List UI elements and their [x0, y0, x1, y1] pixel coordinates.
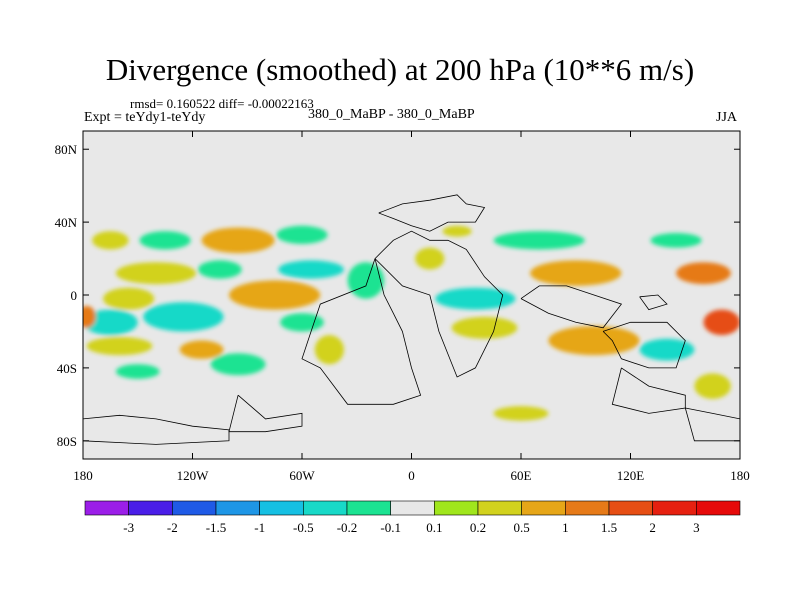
- colorbar-box-10: [521, 500, 566, 516]
- x-tick-label: 60W: [289, 468, 315, 483]
- anomaly-18: [347, 262, 385, 299]
- coastline-4: [602, 321, 686, 369]
- plot-background: [83, 131, 740, 459]
- colorbar-labels: -3 -2 -1.5 -1 -0.5 -0.2 -0.1 0.1 0.2 0.5 1 1.5 2 3: [123, 520, 699, 535]
- y-axis-labels: 80N 40N 0 40S 80S: [55, 142, 78, 449]
- anomaly-11: [280, 313, 324, 332]
- colorbar-label: 2: [649, 520, 656, 535]
- x-tick-label: 180: [730, 468, 750, 483]
- coastline-9: [684, 407, 740, 442]
- colorbar-label: -2: [167, 520, 178, 535]
- y-tick-label: 40N: [55, 215, 78, 230]
- x-tick-label: 120W: [177, 468, 210, 483]
- anomaly-20: [442, 225, 472, 237]
- colorbar-label: 0.1: [426, 520, 442, 535]
- anomaly-4: [115, 262, 197, 285]
- anomaly-21: [435, 287, 516, 310]
- colorbar-box-2: [172, 500, 217, 516]
- colorbar-label: -1.5: [206, 520, 227, 535]
- anomaly-30: [703, 309, 740, 336]
- anomaly-14: [179, 340, 224, 359]
- colorbar-label: 0.2: [470, 520, 486, 535]
- anomaly-7: [103, 287, 155, 310]
- anomaly-22: [451, 316, 518, 339]
- anomaly-12: [83, 305, 96, 328]
- colorbar-box-5: [303, 500, 348, 516]
- colorbar-label: -1: [254, 520, 265, 535]
- experiment-label: Expt = teYdy1-teYdy: [84, 110, 206, 125]
- anomaly-2: [201, 227, 275, 254]
- anomaly-29: [639, 338, 695, 361]
- colorbar-label: 0.5: [514, 520, 530, 535]
- anomaly-5: [197, 260, 242, 279]
- anomaly-17: [314, 335, 344, 365]
- season-label: JJA: [716, 110, 738, 125]
- rmsd-value: rmsd= 0.160522: [130, 96, 216, 111]
- anomaly-9: [83, 309, 138, 336]
- colorbar-box-12: [608, 500, 653, 516]
- colorbar-box-1: [128, 500, 173, 516]
- colorbar-label: 3: [693, 520, 700, 535]
- y-tick-label: 80S: [57, 434, 77, 449]
- y-tick-label: 40S: [57, 361, 77, 376]
- anomaly-19: [415, 247, 445, 270]
- anomaly-10: [143, 302, 224, 332]
- anomaly-27: [676, 262, 731, 285]
- colorbar-box-13: [652, 500, 697, 516]
- colorbar-label: 1: [562, 520, 569, 535]
- coastline-1: [378, 194, 486, 232]
- diff-value: diff= -0.00022163: [218, 96, 314, 111]
- coastline-3: [520, 285, 623, 329]
- colorbar-box-7: [390, 500, 435, 516]
- colorbar-label: -0.1: [380, 520, 401, 535]
- colorbar-box-14: [696, 500, 741, 516]
- colorbar-box-3: [215, 500, 260, 516]
- anomaly-3: [276, 225, 328, 244]
- x-tick-label: 120E: [617, 468, 645, 483]
- chart-title: Divergence (smoothed) at 200 hPa (10**6 …: [105, 52, 695, 87]
- x-tick-label: 180: [73, 468, 93, 483]
- anomaly-26: [650, 233, 702, 248]
- x-tick-label: 0: [408, 468, 415, 483]
- y-tick-label: 0: [71, 288, 78, 303]
- colorbar-box-4: [259, 500, 304, 516]
- anomaly-23: [493, 406, 549, 421]
- axis-ticks: [82, 131, 741, 459]
- colorbar: [84, 500, 741, 516]
- coastline-6: [639, 294, 668, 311]
- coastline-2: [374, 230, 504, 378]
- anomaly-28: [548, 325, 640, 356]
- colorbar-box-8: [434, 500, 479, 516]
- colorbar-label: 1.5: [601, 520, 617, 535]
- anomaly-1: [139, 231, 191, 250]
- coastline-layer: [83, 194, 740, 445]
- colorbar-box-11: [565, 500, 610, 516]
- anomaly-layer: [83, 225, 740, 421]
- stats-line: rmsd= 0.160522 diff= -0.00022163: [130, 96, 314, 112]
- anomaly-24: [493, 231, 585, 250]
- x-tick-label: 60E: [511, 468, 532, 483]
- anomaly-25: [530, 260, 622, 286]
- anomaly-6: [278, 260, 344, 279]
- colorbar-box-9: [477, 500, 522, 516]
- y-tick-label: 80N: [55, 142, 78, 157]
- anomaly-8: [229, 280, 321, 310]
- colorbar-label: -0.2: [337, 520, 358, 535]
- coastline-0: [301, 258, 422, 405]
- anomaly-31: [694, 373, 731, 399]
- colorbar-label: -0.5: [293, 520, 314, 535]
- colorbar-box-6: [346, 500, 391, 516]
- anomaly-0: [92, 231, 129, 250]
- anomaly-16: [210, 353, 266, 376]
- colorbar-label: -3: [123, 520, 134, 535]
- anomaly-13: [86, 336, 153, 356]
- coastline-8: [83, 414, 230, 445]
- x-axis-labels: 180 120W 60W 0 60E 120E 180: [73, 468, 750, 483]
- colorbar-box-0: [84, 500, 129, 516]
- case-label: 380_0_MaBP - 380_0_MaBP: [308, 107, 475, 122]
- anomaly-15: [115, 364, 160, 379]
